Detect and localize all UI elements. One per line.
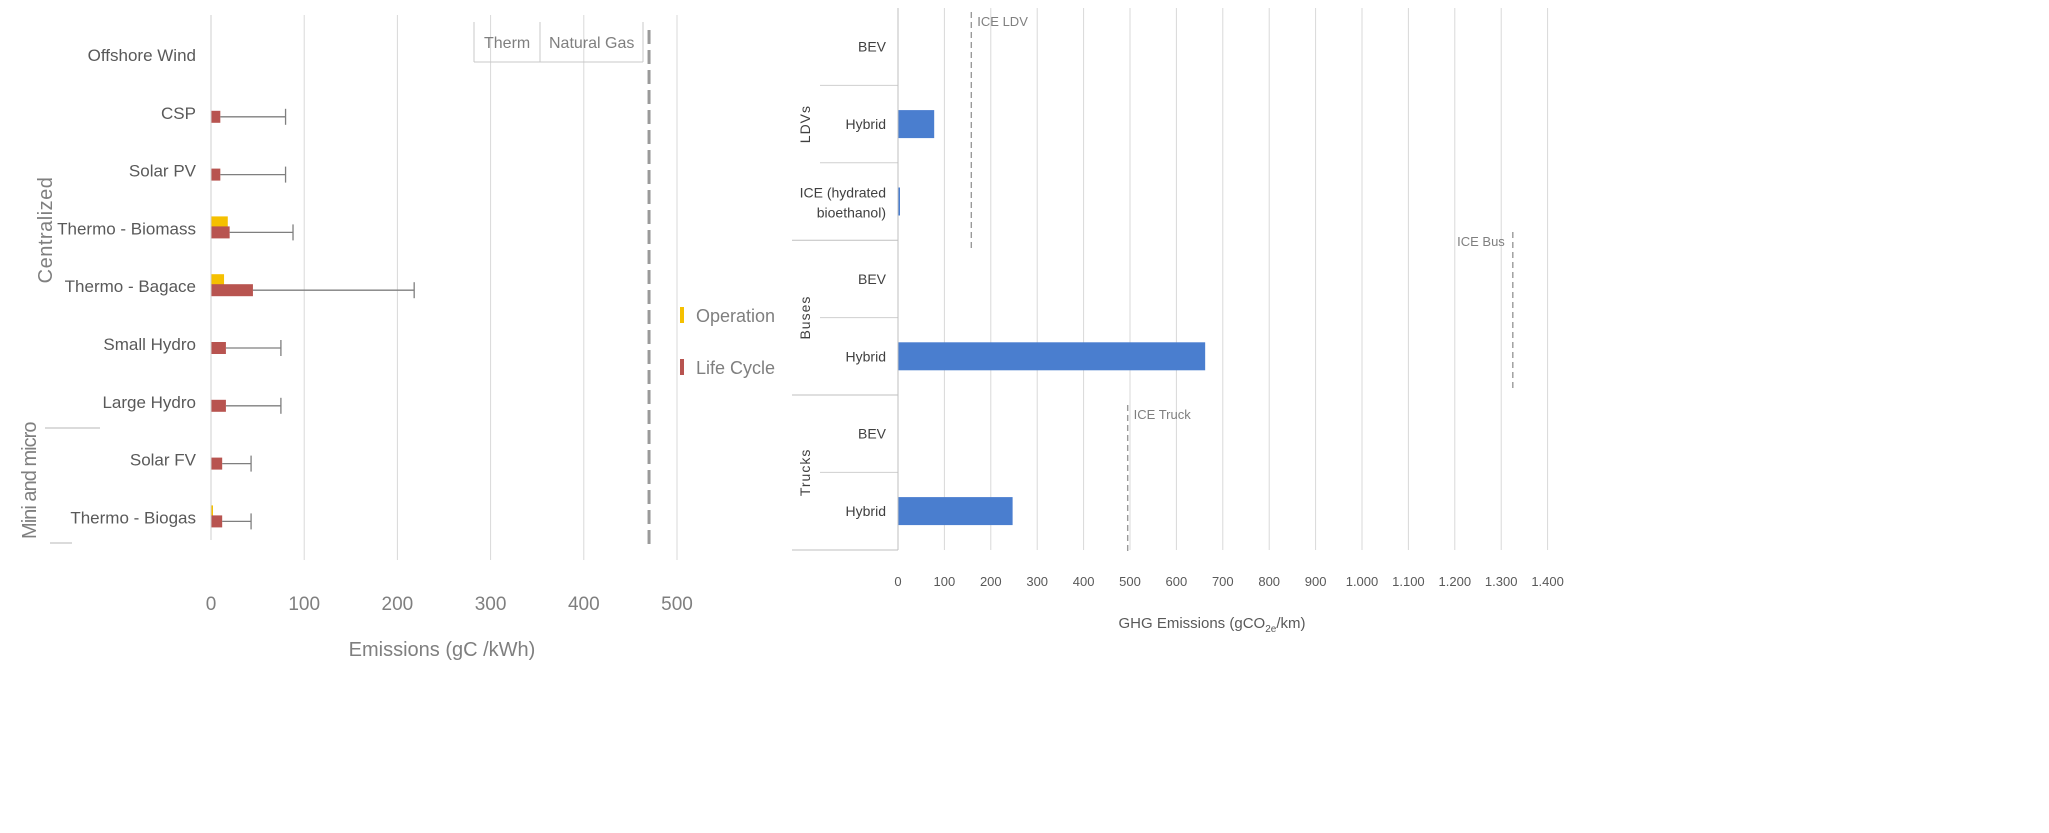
left-category-thermo-biogas: Thermo - Biogas: [70, 508, 196, 527]
right-x-axis-label: GHG Emissions (gCO2e/km): [1119, 615, 1306, 635]
right-category-trucks-hybrid: Hybrid: [846, 503, 886, 519]
right-x-tick-label: 600: [1166, 574, 1188, 589]
left-category-labels: Offshore Wind CSP Solar PV Thermo - Biomass…: [57, 46, 197, 527]
left-category-small-hydro: Small Hydro: [103, 335, 196, 354]
left-x-tick-label: 100: [288, 594, 320, 615]
right-category-ldvs-bev: BEV: [858, 39, 887, 55]
xlabel-subscript: 2e: [1265, 624, 1277, 635]
right-ghg-chart: ICE LDV ICE Bus ICE Truck BEV Hybrid ICE (hy…: [792, 8, 1564, 635]
bar-life-cycle-thermo-biomass: [211, 226, 230, 239]
table-header-natural-gas: Natural Gas: [549, 35, 634, 52]
left-error-bars: [220, 108, 415, 530]
reference-label-ice-truck: ICE Truck: [1134, 407, 1192, 422]
left-bars: [211, 110, 253, 528]
right-gridlines: [943, 8, 1549, 550]
right-x-tick-label: 1.000: [1346, 574, 1379, 589]
right-reference-lines: ICE LDV ICE Bus ICE Truck: [970, 12, 1514, 555]
right-group-labels: LDVs Buses Trucks: [797, 105, 813, 496]
left-category-offshore-wind: Offshore Wind: [88, 46, 196, 65]
category-label-line: bioethanol): [817, 205, 886, 221]
left-x-tick-label: 300: [475, 594, 507, 615]
xlabel-main: GHG Emissions (gCO: [1119, 615, 1266, 632]
right-x-tick-label: 0: [894, 574, 901, 589]
bar-life-cycle-small-hydro: [211, 342, 226, 354]
right-x-tick-label: 900: [1305, 574, 1327, 589]
right-x-tick-labels: 0 100 200 300 400 500 600 700 800 900 1.000 1.100 1.…: [894, 574, 1563, 589]
bar-life-cycle-solar-fv: [211, 457, 223, 470]
left-category-thermo-biomass: Thermo - Biomass: [57, 219, 196, 238]
legend-label-operation: Operation: [696, 306, 775, 326]
right-category-buses-hybrid: Hybrid: [846, 348, 886, 364]
bar-life-cycle-csp: [211, 110, 221, 123]
left-legend: Operation Life Cycle: [680, 306, 775, 378]
bar-ldvs-hybrid: [898, 110, 935, 139]
right-x-tick-label: 700: [1212, 574, 1234, 589]
left-x-tick-label: 400: [568, 594, 600, 615]
group-label-centralized: Centralized: [35, 177, 57, 284]
group-label-mini-and-micro: Mini and micro: [19, 421, 41, 539]
xlabel-end: /km): [1276, 615, 1305, 632]
reference-label-ice-ldv: ICE LDV: [977, 14, 1028, 29]
right-row-separators: [792, 84, 898, 473]
category-label-line: ICE (hydrated: [800, 185, 886, 201]
bar-ldvs-ice-hydrated-bioethanol: [898, 187, 900, 216]
natural-gas-table: Therm Natural Gas: [473, 22, 644, 63]
right-x-tick-label: 400: [1073, 574, 1095, 589]
right-x-tick-label: 1.100: [1392, 574, 1425, 589]
left-gridlines: [303, 15, 678, 560]
group-label-ldvs: LDVs: [797, 105, 813, 143]
left-category-large-hydro: Large Hydro: [102, 393, 196, 412]
right-bars: [898, 110, 1206, 526]
right-category-trucks-bev: BEV: [858, 426, 887, 442]
bar-life-cycle-large-hydro: [211, 399, 226, 412]
table-header-therm: Therm: [484, 35, 530, 52]
left-x-tick-label: 500: [661, 594, 693, 615]
right-category-ldvs-ice-hydrated-bioethanol: ICE (hydrated bioethanol): [800, 185, 886, 221]
right-category-buses-bev: BEV: [858, 271, 887, 287]
legend-swatch-life-cycle: [680, 359, 684, 375]
right-x-tick-label: 500: [1119, 574, 1141, 589]
left-x-tick-labels: 0 100 200 300 400 500: [206, 594, 693, 615]
bar-operation-thermo-biogas: [211, 505, 213, 518]
group-label-trucks: Trucks: [797, 449, 813, 496]
legend-swatch-operation: [680, 307, 684, 323]
bar-life-cycle-thermo-biogas: [211, 515, 223, 528]
bar-life-cycle-solar-pv: [211, 168, 221, 181]
right-category-labels: BEV Hybrid ICE (hydrated bioethanol) BEV Hybr…: [800, 39, 887, 519]
group-label-buses: Buses: [797, 296, 813, 340]
right-x-tick-label: 800: [1258, 574, 1280, 589]
reference-label-ice-bus: ICE Bus: [1457, 234, 1505, 249]
left-category-solar-pv: Solar PV: [129, 162, 197, 181]
bar-life-cycle-thermo-bagace: [211, 284, 253, 297]
bar-operation-thermo-bagace: [211, 274, 225, 287]
right-category-ldvs-hybrid: Hybrid: [846, 116, 886, 132]
right-x-tick-label: 1.300: [1485, 574, 1518, 589]
bar-buses-hybrid: [898, 342, 1206, 371]
right-x-tick-label: 1.200: [1439, 574, 1472, 589]
right-x-tick-label: 200: [980, 574, 1002, 589]
bar-operation-thermo-biomass: [211, 216, 228, 229]
right-x-tick-label: 300: [1026, 574, 1048, 589]
left-emissions-chart: Offshore Wind CSP Solar PV Thermo - Biomass…: [19, 15, 775, 661]
legend-label-life-cycle: Life Cycle: [696, 358, 775, 378]
left-category-solar-fv: Solar FV: [130, 451, 197, 470]
right-x-tick-label: 1.400: [1531, 574, 1564, 589]
bar-trucks-hybrid: [898, 497, 1013, 526]
left-category-thermo-bagace: Thermo - Bagace: [65, 277, 196, 296]
left-x-tick-label: 0: [206, 594, 217, 615]
right-x-tick-label: 100: [934, 574, 956, 589]
left-x-tick-label: 200: [382, 594, 414, 615]
left-category-csp: CSP: [161, 104, 196, 123]
left-x-axis-label: Emissions (gC /kWh): [349, 639, 536, 661]
